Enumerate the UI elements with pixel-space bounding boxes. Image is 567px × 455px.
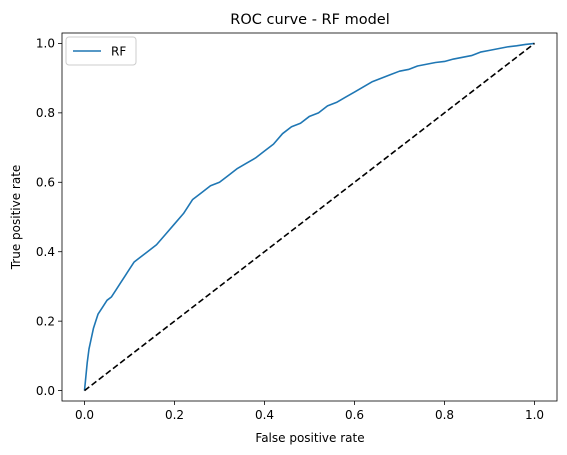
y-tick-label: 1.0: [36, 37, 55, 51]
legend-label-rf: RF: [111, 45, 126, 59]
x-tick-label: 0.4: [255, 408, 274, 422]
x-tick-label: 0.8: [435, 408, 454, 422]
y-tick-label: 0.8: [36, 106, 55, 120]
plot-frame: [61, 32, 558, 402]
x-tick-label: 0.2: [165, 408, 184, 422]
y-tick-label: 0.0: [36, 384, 55, 398]
y-tick-label: 0.2: [36, 314, 55, 328]
plot-area: [61, 32, 558, 402]
y-axis-label: True positive rate: [9, 165, 23, 271]
reference-diagonal-line: [84, 42, 535, 392]
x-tick-label: 0.6: [345, 408, 364, 422]
series-layer: [83, 42, 535, 392]
x-tick-label: 0.0: [75, 408, 94, 422]
x-tick-label: 1.0: [525, 408, 544, 422]
legend: RF: [65, 36, 137, 66]
y-tick-label: 0.6: [36, 176, 55, 190]
y-tick-label: 0.4: [36, 245, 55, 259]
chart-title: ROC curve - RF model: [230, 12, 389, 28]
series-line-rf: [83, 42, 535, 391]
y-axis: 0.0 0.2 0.4 0.6 0.8 1.0: [36, 37, 62, 398]
x-axis: 0.0 0.2 0.4 0.6 0.8 1.0: [75, 401, 544, 422]
x-axis-label: False positive rate: [255, 431, 364, 445]
